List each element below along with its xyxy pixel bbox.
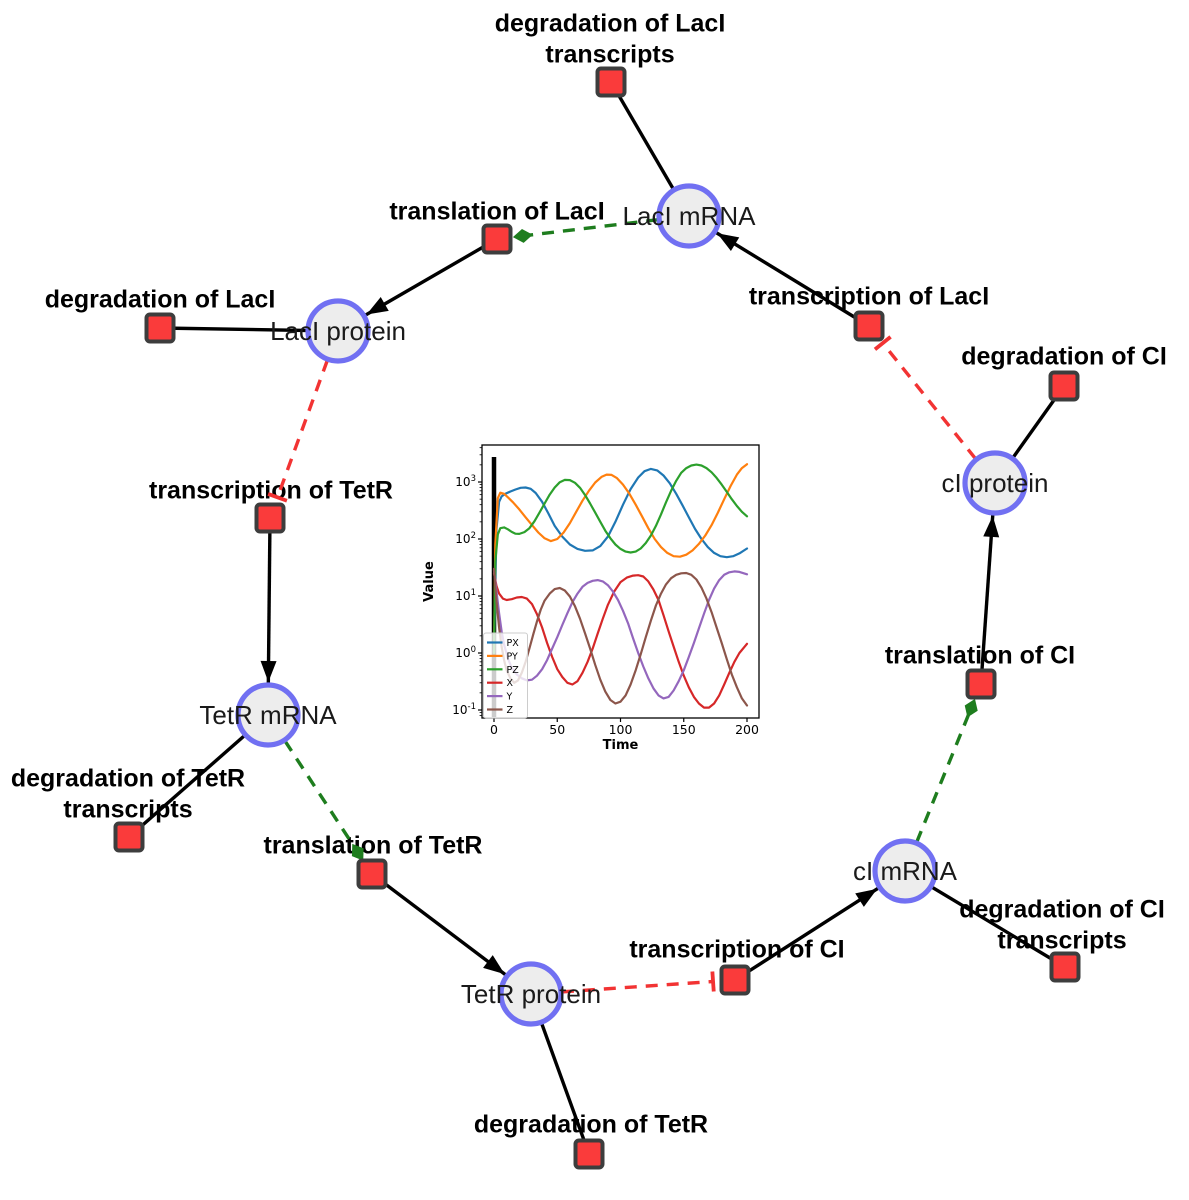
- legend-label-Y: Y: [506, 692, 513, 703]
- chart-series-X: [492, 572, 749, 709]
- reaction-label-deg_ci_tx: degradation of CI: [959, 896, 1165, 924]
- reaction-node-translation_ci[interactable]: [965, 668, 997, 700]
- edge-laci_mrna-translation_laci-diamond-icon: [512, 228, 533, 243]
- edge-laci_protein-transcription_tetr: [275, 359, 330, 498]
- edge-transcription_ci-ci_mrna-arrowhead-icon: [855, 888, 878, 907]
- species-labels-layer: LacI mRNA LacI protein cI protein TetR mRNA…: [199, 201, 1048, 1009]
- edge-tetr_protein-transcription_ci-tee-icon: [710, 971, 716, 992]
- species-node-tetr_protein[interactable]: [498, 961, 564, 1027]
- chart-y-tick-label: 102: [455, 531, 476, 546]
- species-node-ci_mrna[interactable]: [872, 838, 938, 904]
- reaction-node-deg_ci[interactable]: [1048, 370, 1080, 402]
- species-label-ci_mrna: cI mRNA: [853, 856, 958, 886]
- reaction-label-deg_ci_tx: transcripts: [997, 927, 1126, 955]
- reaction-node-transcription_tetr[interactable]: [254, 502, 286, 534]
- reaction-node-translation_tetr[interactable]: [356, 858, 388, 890]
- reaction-label-deg_tetr: degradation of TetR: [474, 1111, 708, 1139]
- species-node-laci_mrna[interactable]: [656, 183, 722, 249]
- legend-label-PY: PY: [507, 651, 519, 662]
- chart-y-tick-label: 100: [455, 645, 476, 660]
- reaction-label-deg_tetr_tx: degradation of TetR: [11, 765, 245, 793]
- chart-xlabel: Time: [603, 738, 639, 753]
- species-label-laci_mrna: LacI mRNA: [623, 201, 757, 231]
- reaction-label-transcription_ci: transcription of CI: [629, 936, 844, 964]
- species-label-ci_protein: cI protein: [942, 468, 1049, 498]
- species-label-laci_protein: LacI protein: [270, 316, 406, 346]
- inset-chart: 0 50 100 150 200 10-1 100 101 102 103 Time Value PX P…: [422, 444, 760, 753]
- edge-transcription_laci-laci_mrna-arrowhead-icon: [717, 233, 740, 251]
- reaction-node-deg_tetr_tx[interactable]: [113, 821, 145, 853]
- edge-tetr_mrna-translation_tetr-diamond-icon: [351, 843, 364, 861]
- reaction-node-deg_ci_tx[interactable]: [1049, 951, 1081, 983]
- reaction-label-deg_laci_tx: degradation of LacI: [495, 10, 726, 38]
- chart-y-tick-label: 103: [455, 474, 476, 489]
- edge-translation_ci-ci_protein-arrowhead-icon: [983, 515, 1000, 538]
- species-label-tetr_protein: TetR protein: [461, 979, 601, 1009]
- reaction-label-translation_tetr: translation of TetR: [264, 832, 483, 860]
- legend-label-PZ: PZ: [507, 665, 520, 676]
- edge-transcription_tetr-tetr_mrna-arrowhead-icon: [260, 660, 277, 683]
- chart-x-tick-label: 150: [672, 722, 696, 737]
- reaction-label-translation_ci: translation of CI: [885, 642, 1075, 670]
- reaction-label-deg_ci: degradation of CI: [961, 343, 1167, 371]
- reaction-label-transcription_laci: transcription of LacI: [749, 283, 989, 311]
- edge-ci_mrna-translation_ci-diamond-icon: [964, 698, 978, 718]
- edge-transcription_tetr-tetr_mrna: [266, 517, 272, 716]
- edge-tetr_mrna-translation_tetr: [283, 740, 358, 850]
- edge-ci_protein-transcription_laci: [881, 342, 977, 460]
- chart-x-tick-label: 0: [490, 722, 498, 737]
- reaction-labels-layer: degradation of LacI transcripts translatio…: [11, 10, 1167, 1139]
- reaction-node-translation_laci[interactable]: [481, 223, 513, 255]
- edge-ci_protein-transcription_laci-tee-icon: [873, 335, 892, 351]
- edge-laci_protein-transcription_tetr-tee-icon: [267, 492, 288, 503]
- nodes-layer: [113, 66, 1081, 1170]
- reaction-node-transcription_ci[interactable]: [719, 964, 751, 996]
- reaction-label-translation_laci: translation of LacI: [389, 198, 604, 226]
- reaction-node-deg_laci[interactable]: [144, 312, 176, 344]
- reaction-label-transcription_tetr: transcription of TetR: [149, 477, 393, 505]
- chart-legend-box: [483, 632, 528, 719]
- reaction-label-deg_laci: degradation of LacI: [45, 286, 276, 314]
- edge-laci_mrna-translation_laci: [526, 217, 659, 238]
- reaction-node-deg_laci_tx[interactable]: [595, 66, 627, 98]
- species-label-tetr_mrna: TetR mRNA: [199, 700, 337, 730]
- species-node-tetr_mrna[interactable]: [235, 682, 301, 748]
- legend-label-PX: PX: [507, 638, 520, 649]
- chart-x-tick-label: 50: [549, 722, 565, 737]
- species-node-ci_protein[interactable]: [962, 450, 1028, 516]
- reaction-label-deg_laci_tx: transcripts: [545, 41, 674, 69]
- edge-translation_laci-laci_protein-arrowhead-icon: [366, 297, 389, 315]
- chart-y-tick-label: 101: [455, 588, 476, 603]
- edge-ci_mrna-translation_ci: [915, 711, 972, 843]
- chart-series-PZ: [492, 463, 749, 655]
- reaction-node-deg_tetr[interactable]: [573, 1138, 605, 1170]
- chart-x-tick-label: 200: [735, 722, 759, 737]
- chart-y-tick-label: 10-1: [452, 702, 476, 717]
- edge-tetr_protein-transcription_ci: [561, 979, 714, 994]
- reaction-node-transcription_laci[interactable]: [853, 310, 885, 342]
- species-node-laci_protein[interactable]: [305, 298, 371, 364]
- edge-translation_tetr-tetr_protein-arrowhead-icon: [483, 955, 505, 975]
- legend-label-Z: Z: [507, 705, 514, 716]
- chart-ylabel: Value: [422, 561, 437, 602]
- legend-label-X: X: [507, 678, 514, 689]
- chart-series-PY: [492, 463, 749, 655]
- chart-x-tick-label: 100: [609, 722, 633, 737]
